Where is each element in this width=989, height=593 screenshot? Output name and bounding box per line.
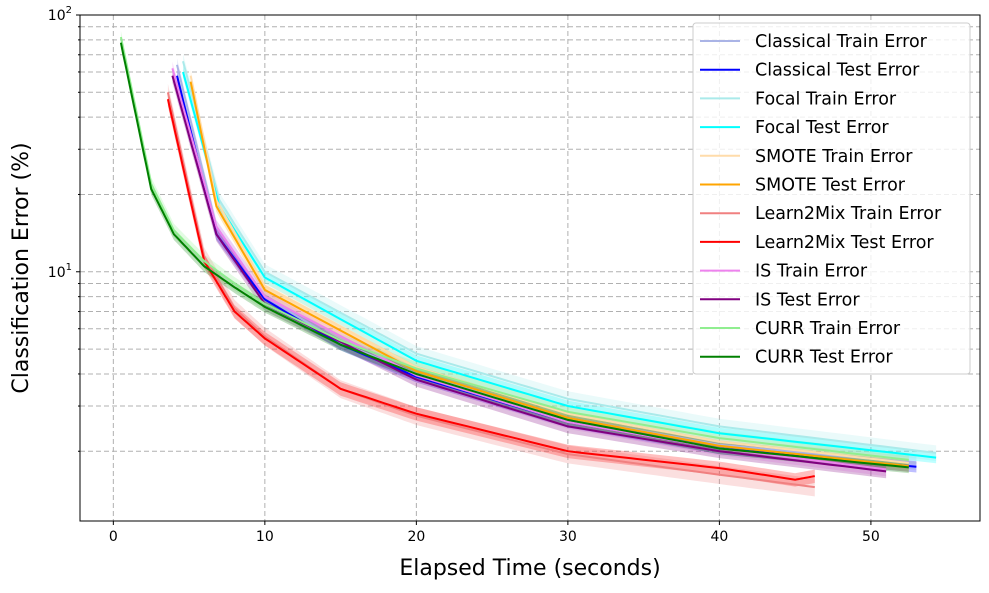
series-band-7 [167, 92, 815, 487]
error-bands [120, 30, 937, 497]
legend: Classical Train Error Classical Test Erro… [692, 22, 971, 375]
legend-label: Focal Train Error [755, 89, 897, 109]
legend-label: SMOTE Train Error [755, 147, 913, 167]
legend-label: CURR Train Error [755, 319, 901, 339]
y-tick-label: 101 [48, 262, 72, 281]
legend-box [692, 22, 971, 375]
y-axis-label: Classification Error (%) [9, 142, 34, 393]
legend-label: IS Train Error [755, 262, 868, 282]
series-lines [119, 36, 937, 489]
series-line-10 [119, 36, 909, 461]
legend-label: IS Test Error [755, 290, 860, 310]
series-line-11 [119, 42, 909, 469]
legend-label: Focal Test Error [755, 118, 889, 138]
legend-label: Classical Test Error [755, 61, 920, 81]
y-tick-label: 102 [48, 5, 72, 24]
x-tick-label: 0 [109, 529, 118, 545]
x-tick-label: 50 [862, 529, 880, 545]
legend-label: Classical Train Error [755, 32, 928, 52]
x-axis-ticks: 0 10 20 30 40 50 [109, 521, 880, 545]
legend-label: Learn2Mix Train Error [755, 204, 942, 224]
x-tick-label: 30 [559, 529, 577, 545]
x-axis-label: Elapsed Time (seconds) [399, 556, 660, 581]
series-line-7 [166, 98, 815, 481]
legend-label: SMOTE Test Error [755, 176, 906, 196]
plot-frame [79, 14, 981, 522]
series-line-9 [171, 75, 887, 473]
series-line-4 [189, 75, 909, 464]
x-tick-label: 20 [407, 529, 425, 545]
legend-label: CURR Test Error [755, 348, 893, 368]
series-line-5 [189, 81, 909, 468]
x-tick-label: 10 [256, 529, 274, 545]
series-line-2 [182, 61, 937, 454]
y-axis-ticks: 102 101 [48, 5, 80, 452]
x-tick-label: 40 [710, 529, 728, 545]
legend-label: Learn2Mix Test Error [755, 233, 934, 253]
